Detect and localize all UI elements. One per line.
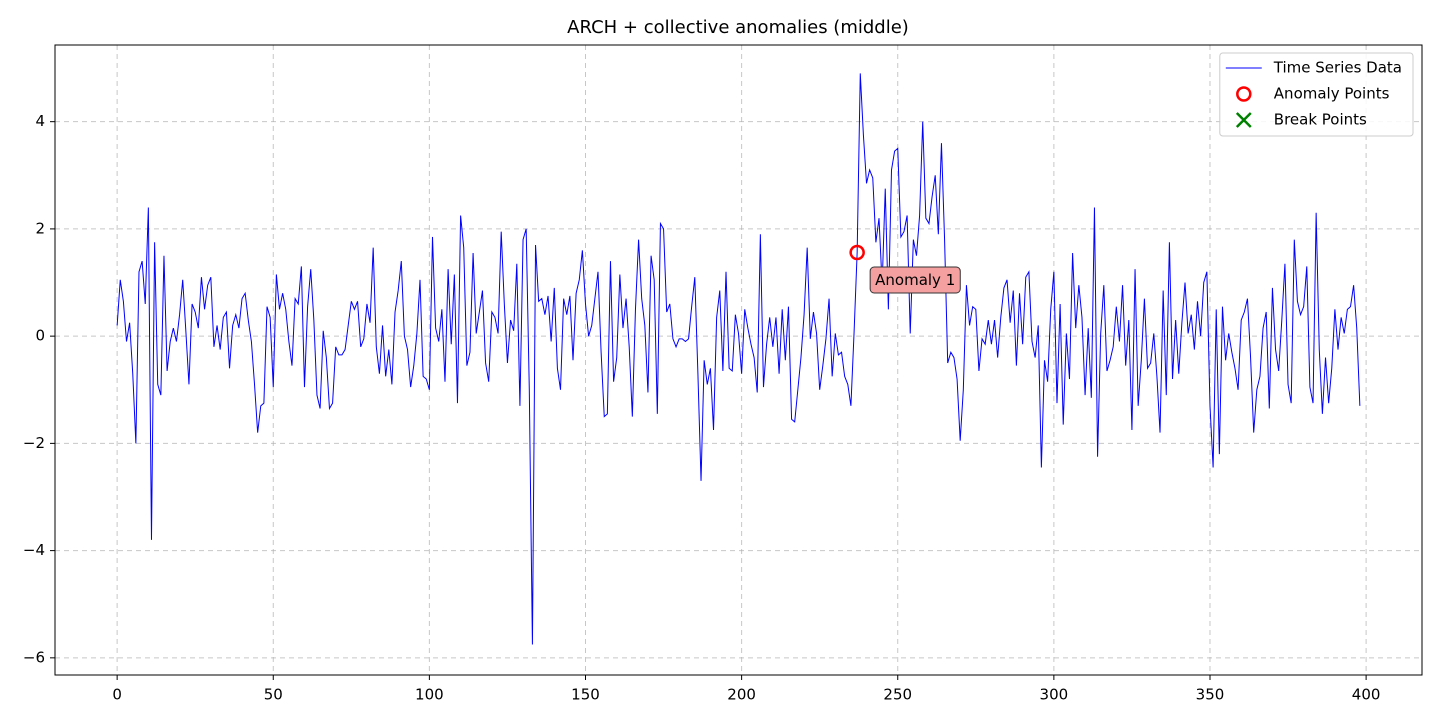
- legend-box: [1219, 52, 1414, 137]
- annotation-text: Anomaly 1: [875, 271, 955, 289]
- chart-title: ARCH + collective anomalies (middle): [567, 17, 909, 38]
- legend-x: [1235, 112, 1252, 128]
- y-tick-label: 4: [35, 112, 45, 130]
- legend: Time Series Data Anomaly Points Break Poin…: [1219, 52, 1414, 137]
- data-line: [116, 73, 1361, 645]
- anomaly-point: [849, 244, 865, 261]
- x-tick-label: 200: [727, 686, 756, 704]
- y-tick-label: −2: [23, 434, 45, 452]
- y-tick-label: 2: [35, 219, 45, 237]
- x-tick-label: 350: [1196, 686, 1225, 704]
- y-tick-label: −6: [23, 648, 45, 666]
- legend-label: Time Series Data: [1273, 59, 1402, 77]
- x-tick-label: 100: [415, 686, 444, 704]
- x-tick-label: 300: [1040, 686, 1069, 704]
- plot-frame: [54, 44, 1423, 676]
- legend-label: Break Points: [1274, 111, 1367, 129]
- x-tick-label: 150: [571, 686, 600, 704]
- y-tick-label: −4: [23, 541, 45, 559]
- x-tick-label: 250: [883, 686, 912, 704]
- legend-label: Anomaly Points: [1274, 85, 1390, 103]
- legend-circle: [1236, 86, 1252, 102]
- x-tick-label: 400: [1352, 686, 1381, 704]
- annotation-box: [869, 266, 961, 294]
- y-tick-label: 0: [35, 327, 45, 345]
- x-tick-label: 50: [264, 686, 283, 704]
- x-tick-label: 0: [112, 686, 122, 704]
